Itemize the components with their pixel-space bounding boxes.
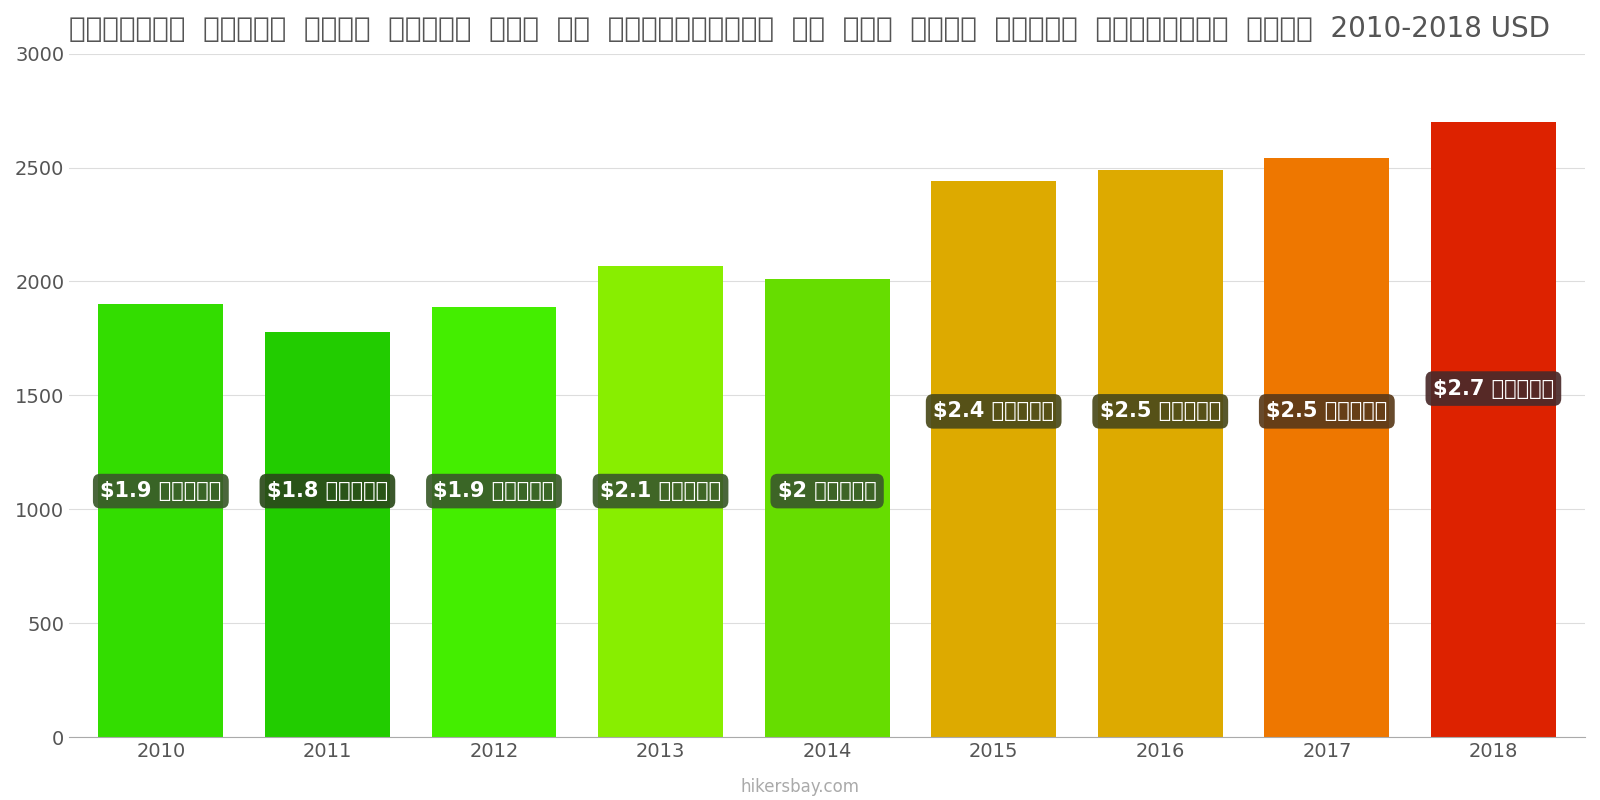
- Text: $1.9 हज़ार: $1.9 हज़ार: [434, 481, 555, 501]
- Text: $2.1 हज़ार: $2.1 हज़ार: [600, 481, 722, 501]
- Text: hikersbay.com: hikersbay.com: [741, 778, 859, 796]
- Bar: [432, 306, 557, 737]
- Bar: [266, 332, 390, 737]
- Bar: [98, 304, 224, 737]
- Bar: [1098, 170, 1222, 737]
- Text: $1.8 हज़ार: $1.8 हज़ार: [267, 481, 387, 501]
- Bar: [931, 182, 1056, 737]
- Text: संयुक्त  राज्य  सिटी  सेंटर  में  एक  अपार्टमेंट  के  लिए  कीमत  प्रति  स्क्वायर: संयुक्त राज्य सिटी सेंटर में एक अपार्टमे…: [69, 15, 1550, 43]
- Text: $2.5 हज़ार: $2.5 हज़ार: [1266, 402, 1387, 422]
- Text: $1.9 हज़ार: $1.9 हज़ार: [101, 481, 221, 501]
- Text: $2 हज़ार: $2 हज़ार: [778, 481, 877, 501]
- Bar: [1264, 158, 1389, 737]
- Text: $2.4 हज़ार: $2.4 हज़ार: [933, 402, 1054, 422]
- Text: $2.5 हज़ार: $2.5 हज़ार: [1099, 402, 1221, 422]
- Text: $2.7 हज़ार: $2.7 हज़ार: [1434, 378, 1554, 398]
- Bar: [598, 266, 723, 737]
- Bar: [1430, 122, 1555, 737]
- Bar: [765, 279, 890, 737]
